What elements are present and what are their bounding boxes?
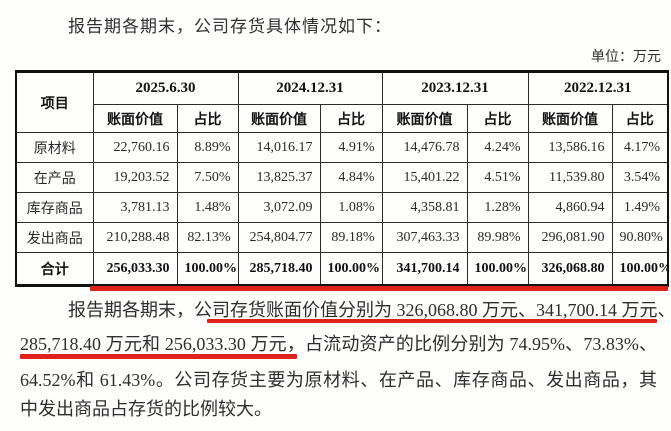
value-subheader: 账面价值	[527, 104, 613, 133]
period-header-2025-6-30: 2025.6.30	[92, 70, 239, 105]
ratio-cell: 8.89%	[176, 132, 239, 163]
table-row-finished-goods: 库存商品 3,781.13 1.48% 3,072.09 1.08% 4,358…	[15, 192, 669, 223]
value-cell: 22,760.16	[92, 132, 178, 163]
value-cell: 11,539.80	[527, 162, 613, 193]
value-cell: 307,463.33	[381, 222, 468, 253]
period-header-2022-12-31: 2022.12.31	[527, 70, 669, 105]
ratio-cell: 100.00%	[466, 252, 529, 287]
table-row-total: 合计 256,033.30 100.00% 285,718.40 100.00%…	[15, 252, 669, 287]
table-row-raw-materials: 原材料 22,760.16 8.89% 14,016.17 4.91% 14,4…	[15, 132, 669, 163]
ratio-cell: 1.28%	[466, 192, 529, 223]
ratio-cell: 4.17%	[611, 132, 669, 163]
ratio-subheader: 占比	[466, 104, 529, 133]
item-cell: 发出商品	[15, 222, 94, 253]
ratio-cell: 4.24%	[466, 132, 529, 163]
ratio-subheader: 占比	[319, 104, 383, 133]
item-cell: 库存商品	[15, 192, 94, 223]
ratio-cell: 1.49%	[611, 192, 669, 223]
ratio-cell: 4.84%	[319, 162, 383, 193]
value-cell: 341,700.14	[381, 252, 468, 287]
item-cell: 在产品	[15, 162, 94, 193]
paragraph-highlight-underline-1	[207, 319, 657, 323]
value-cell: 19,203.52	[92, 162, 178, 193]
paragraph-highlight-underline-2	[20, 354, 297, 359]
item-cell: 原材料	[15, 132, 94, 163]
ratio-cell: 90.80%	[611, 222, 669, 253]
value-cell: 3,072.09	[237, 192, 321, 223]
ratio-cell: 89.98%	[466, 222, 529, 253]
ratio-cell: 3.54%	[611, 162, 669, 193]
value-cell: 3,781.13	[92, 192, 178, 223]
value-subheader: 账面价值	[237, 104, 321, 133]
ratio-subheader: 占比	[176, 104, 239, 133]
table-row-work-in-progress: 在产品 19,203.52 7.50% 13,825.37 4.84% 15,4…	[15, 162, 669, 193]
value-cell: 254,804.77	[237, 222, 321, 253]
ratio-cell: 100.00%	[176, 252, 239, 287]
total-label-cell: 合计	[15, 252, 94, 287]
value-subheader: 账面价值	[381, 104, 468, 133]
value-cell: 285,718.40	[237, 252, 321, 287]
unit-label: 单位：万元	[591, 50, 661, 65]
value-cell: 296,081.90	[527, 222, 613, 253]
paragraph-line-3: 64.52%和 61.43%。公司存货主要为原材料、在产品、库存商品、发出商品，…	[20, 370, 657, 390]
paragraph-line-1: 报告期各期末，公司存货账面价值分别为 326,068.80 万元、341,700…	[68, 300, 671, 320]
ratio-cell: 1.48%	[176, 192, 239, 223]
value-cell: 14,016.17	[237, 132, 321, 163]
intro-text: 报告期各期末，公司存货具体情况如下：	[68, 17, 392, 36]
value-cell: 15,401.22	[381, 162, 468, 193]
ratio-cell: 4.51%	[466, 162, 529, 193]
value-cell: 4,358.81	[381, 192, 468, 223]
inventory-table: 项目 2025.6.30 2024.12.31 2023.12.31 2022.…	[15, 70, 669, 287]
value-cell: 210,288.48	[92, 222, 178, 253]
period-header-2024-12-31: 2024.12.31	[237, 70, 383, 105]
ratio-cell: 1.08%	[319, 192, 383, 223]
ratio-cell: 4.91%	[319, 132, 383, 163]
ratio-cell: 7.50%	[176, 162, 239, 193]
value-cell: 13,586.16	[527, 132, 613, 163]
value-cell: 4,860.94	[527, 192, 613, 223]
ratio-cell: 82.13%	[176, 222, 239, 253]
paragraph-line-2: 285,718.40 万元和 256,033.30 万元，占流动资产的比例分别为…	[20, 334, 657, 354]
table-row-goods-shipped: 发出商品 210,288.48 82.13% 254,804.77 89.18%…	[15, 222, 669, 253]
ratio-cell: 100.00%	[319, 252, 383, 287]
value-cell: 13,825.37	[237, 162, 321, 193]
ratio-cell: 89.18%	[319, 222, 383, 253]
value-cell: 326,068.80	[527, 252, 613, 287]
value-subheader: 账面价值	[92, 104, 178, 133]
period-header-2023-12-31: 2023.12.31	[381, 70, 529, 105]
table-total-highlight-underline	[90, 286, 668, 291]
ratio-cell: 100.00%	[611, 252, 669, 287]
value-cell: 256,033.30	[92, 252, 178, 287]
value-cell: 14,476.78	[381, 132, 468, 163]
ratio-subheader: 占比	[611, 104, 669, 133]
paragraph-line-4: 中发出商品占存货的比例较大。	[20, 399, 272, 419]
item-column-header: 项目	[15, 70, 94, 133]
